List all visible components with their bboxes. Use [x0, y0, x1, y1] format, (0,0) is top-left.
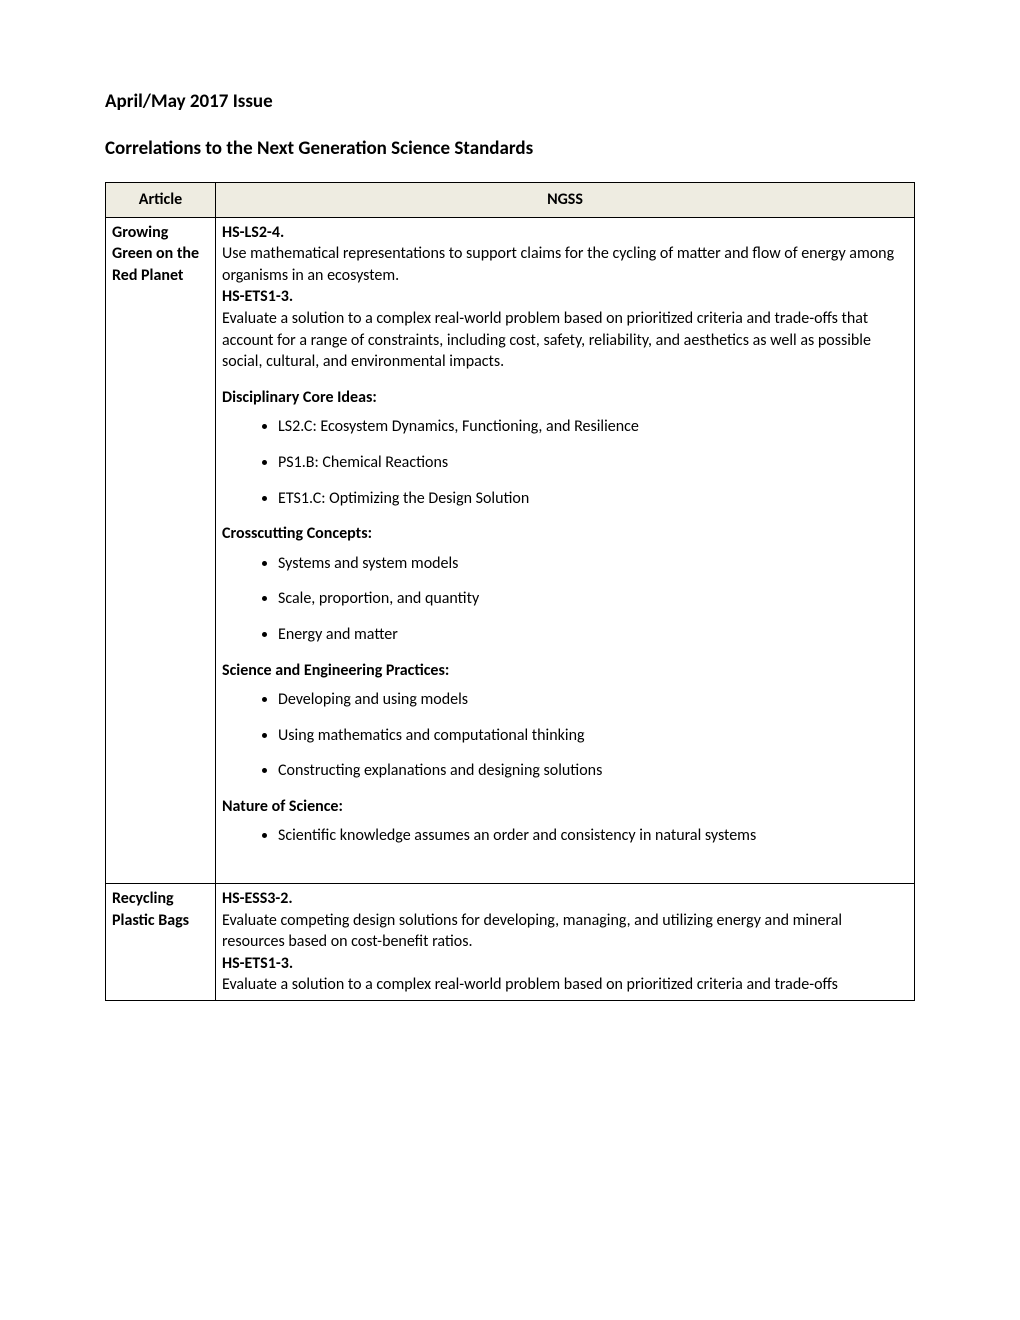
table-header-row: Article NGSS — [106, 183, 915, 218]
standard-code: HS-ETS1-3. — [222, 954, 293, 973]
list-item: LS2.C: Ecosystem Dynamics, Functioning, … — [278, 416, 908, 438]
list-item: Developing and using models — [278, 689, 908, 711]
list-item: Scientific knowledge assumes an order an… — [278, 825, 908, 847]
table-row: Recycling Plastic Bags HS-ESS3-2. Evalua… — [106, 884, 915, 1001]
bullet-list: Scientific knowledge assumes an order an… — [222, 825, 908, 847]
bullet-list: Developing and using models Using mathem… — [222, 689, 908, 782]
issue-title: April/May 2017 Issue — [105, 90, 915, 113]
standard-desc: Use mathematical representations to supp… — [222, 244, 894, 285]
list-item: Constructing explanations and designing … — [278, 760, 908, 782]
standard-desc: Evaluate competing design solutions for … — [222, 911, 842, 952]
standard-desc: Evaluate a solution to a complex real-wo… — [222, 309, 871, 371]
list-item: Scale, proportion, and quantity — [278, 588, 908, 610]
list-item: Systems and system models — [278, 553, 908, 575]
col-article: Article — [106, 183, 216, 218]
standard-code: HS-ETS1-3. — [222, 287, 293, 306]
list-item: PS1.B: Chemical Reactions — [278, 452, 908, 474]
section-label: Nature of Science: — [222, 796, 908, 818]
ngss-cell: HS-ESS3-2. Evaluate competing design sol… — [216, 884, 915, 1001]
list-item: ETS1.C: Optimizing the Design Solution — [278, 488, 908, 510]
list-item: Using mathematics and computational thin… — [278, 725, 908, 747]
list-item: Energy and matter — [278, 624, 908, 646]
bullet-list: Systems and system models Scale, proport… — [222, 553, 908, 646]
ngss-cell: HS-LS2-4. Use mathematical representatio… — [216, 217, 915, 883]
article-title: Growing Green on the Red Planet — [106, 217, 216, 883]
article-title: Recycling Plastic Bags — [106, 884, 216, 1001]
bullet-list: LS2.C: Ecosystem Dynamics, Functioning, … — [222, 416, 908, 509]
col-ngss: NGSS — [216, 183, 915, 218]
section-label: Disciplinary Core Ideas: — [222, 387, 908, 409]
section-label: Crosscutting Concepts: — [222, 523, 908, 545]
standard-code: HS-LS2-4. — [222, 223, 284, 242]
standard-desc: Evaluate a solution to a complex real-wo… — [222, 975, 838, 994]
standard-code: HS-ESS3-2. — [222, 889, 293, 908]
table-row: Growing Green on the Red Planet HS-LS2-4… — [106, 217, 915, 883]
page-subtitle: Correlations to the Next Generation Scie… — [105, 137, 915, 160]
correlations-table: Article NGSS Growing Green on the Red Pl… — [105, 182, 915, 1001]
section-label: Science and Engineering Practices: — [222, 660, 908, 682]
